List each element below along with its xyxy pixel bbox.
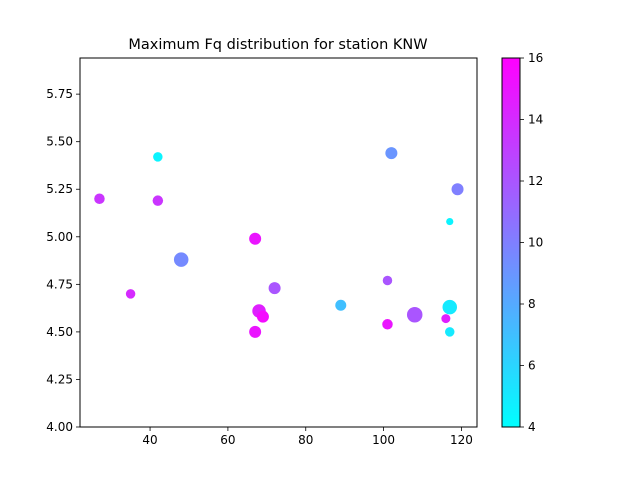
y-tick-label: 4.75 bbox=[46, 277, 73, 291]
x-tick-label: 60 bbox=[220, 433, 235, 447]
scatter-point bbox=[382, 319, 393, 330]
scatter-point bbox=[442, 299, 458, 315]
y-tick-label: 4.00 bbox=[46, 420, 73, 434]
scatter-point bbox=[446, 217, 454, 226]
scatter-point bbox=[152, 195, 164, 206]
plot-area: 40 60 80 100 120 4.00 4.25 4.50 4.75 5.00 5.25 5.50… bbox=[46, 57, 478, 447]
scatter-point bbox=[256, 310, 269, 323]
x-tick-label: 80 bbox=[298, 433, 313, 447]
scatter-point bbox=[445, 327, 455, 337]
scatter-point bbox=[173, 252, 189, 267]
y-tick-label: 5.25 bbox=[46, 182, 73, 196]
colorbar-tick-label: 8 bbox=[528, 297, 536, 311]
colorbar: 4 6 8 10 12 14 16 bbox=[501, 51, 543, 434]
scatter-point bbox=[249, 325, 262, 338]
colorbar-tick-label: 4 bbox=[528, 420, 536, 434]
y-tick-label: 4.50 bbox=[46, 325, 73, 339]
axes-frame bbox=[79, 57, 478, 428]
scatter-point bbox=[94, 193, 105, 205]
x-tick-label: 40 bbox=[142, 433, 157, 447]
colorbar-tick-label: 14 bbox=[528, 113, 543, 127]
scatter-point bbox=[153, 152, 163, 162]
scatter-point bbox=[382, 275, 393, 286]
colorbar-tick-label: 12 bbox=[528, 174, 543, 188]
colorbar-tick-label: 10 bbox=[528, 236, 543, 250]
scatter-point bbox=[441, 314, 451, 324]
colorbar-gradient bbox=[501, 57, 521, 428]
scatter-point bbox=[125, 289, 136, 299]
x-tick-label: 120 bbox=[450, 433, 473, 447]
y-tick-label: 5.75 bbox=[46, 87, 73, 101]
scatter-point bbox=[406, 307, 423, 323]
y-tick-label: 5.00 bbox=[46, 230, 73, 244]
colorbar-tick-label: 16 bbox=[528, 51, 543, 65]
y-tick-label: 5.50 bbox=[46, 135, 73, 149]
scatter-point bbox=[249, 232, 262, 245]
scatter-point bbox=[451, 183, 464, 196]
chart-title: Maximum Fq distribution for station KNW bbox=[128, 37, 427, 53]
scatter-point bbox=[268, 282, 281, 295]
y-tick-label: 4.25 bbox=[46, 372, 73, 386]
scatter-point bbox=[385, 147, 398, 160]
x-tick-label: 100 bbox=[372, 433, 395, 447]
colorbar-tick-label: 6 bbox=[528, 359, 536, 373]
scatter-point bbox=[335, 299, 347, 311]
